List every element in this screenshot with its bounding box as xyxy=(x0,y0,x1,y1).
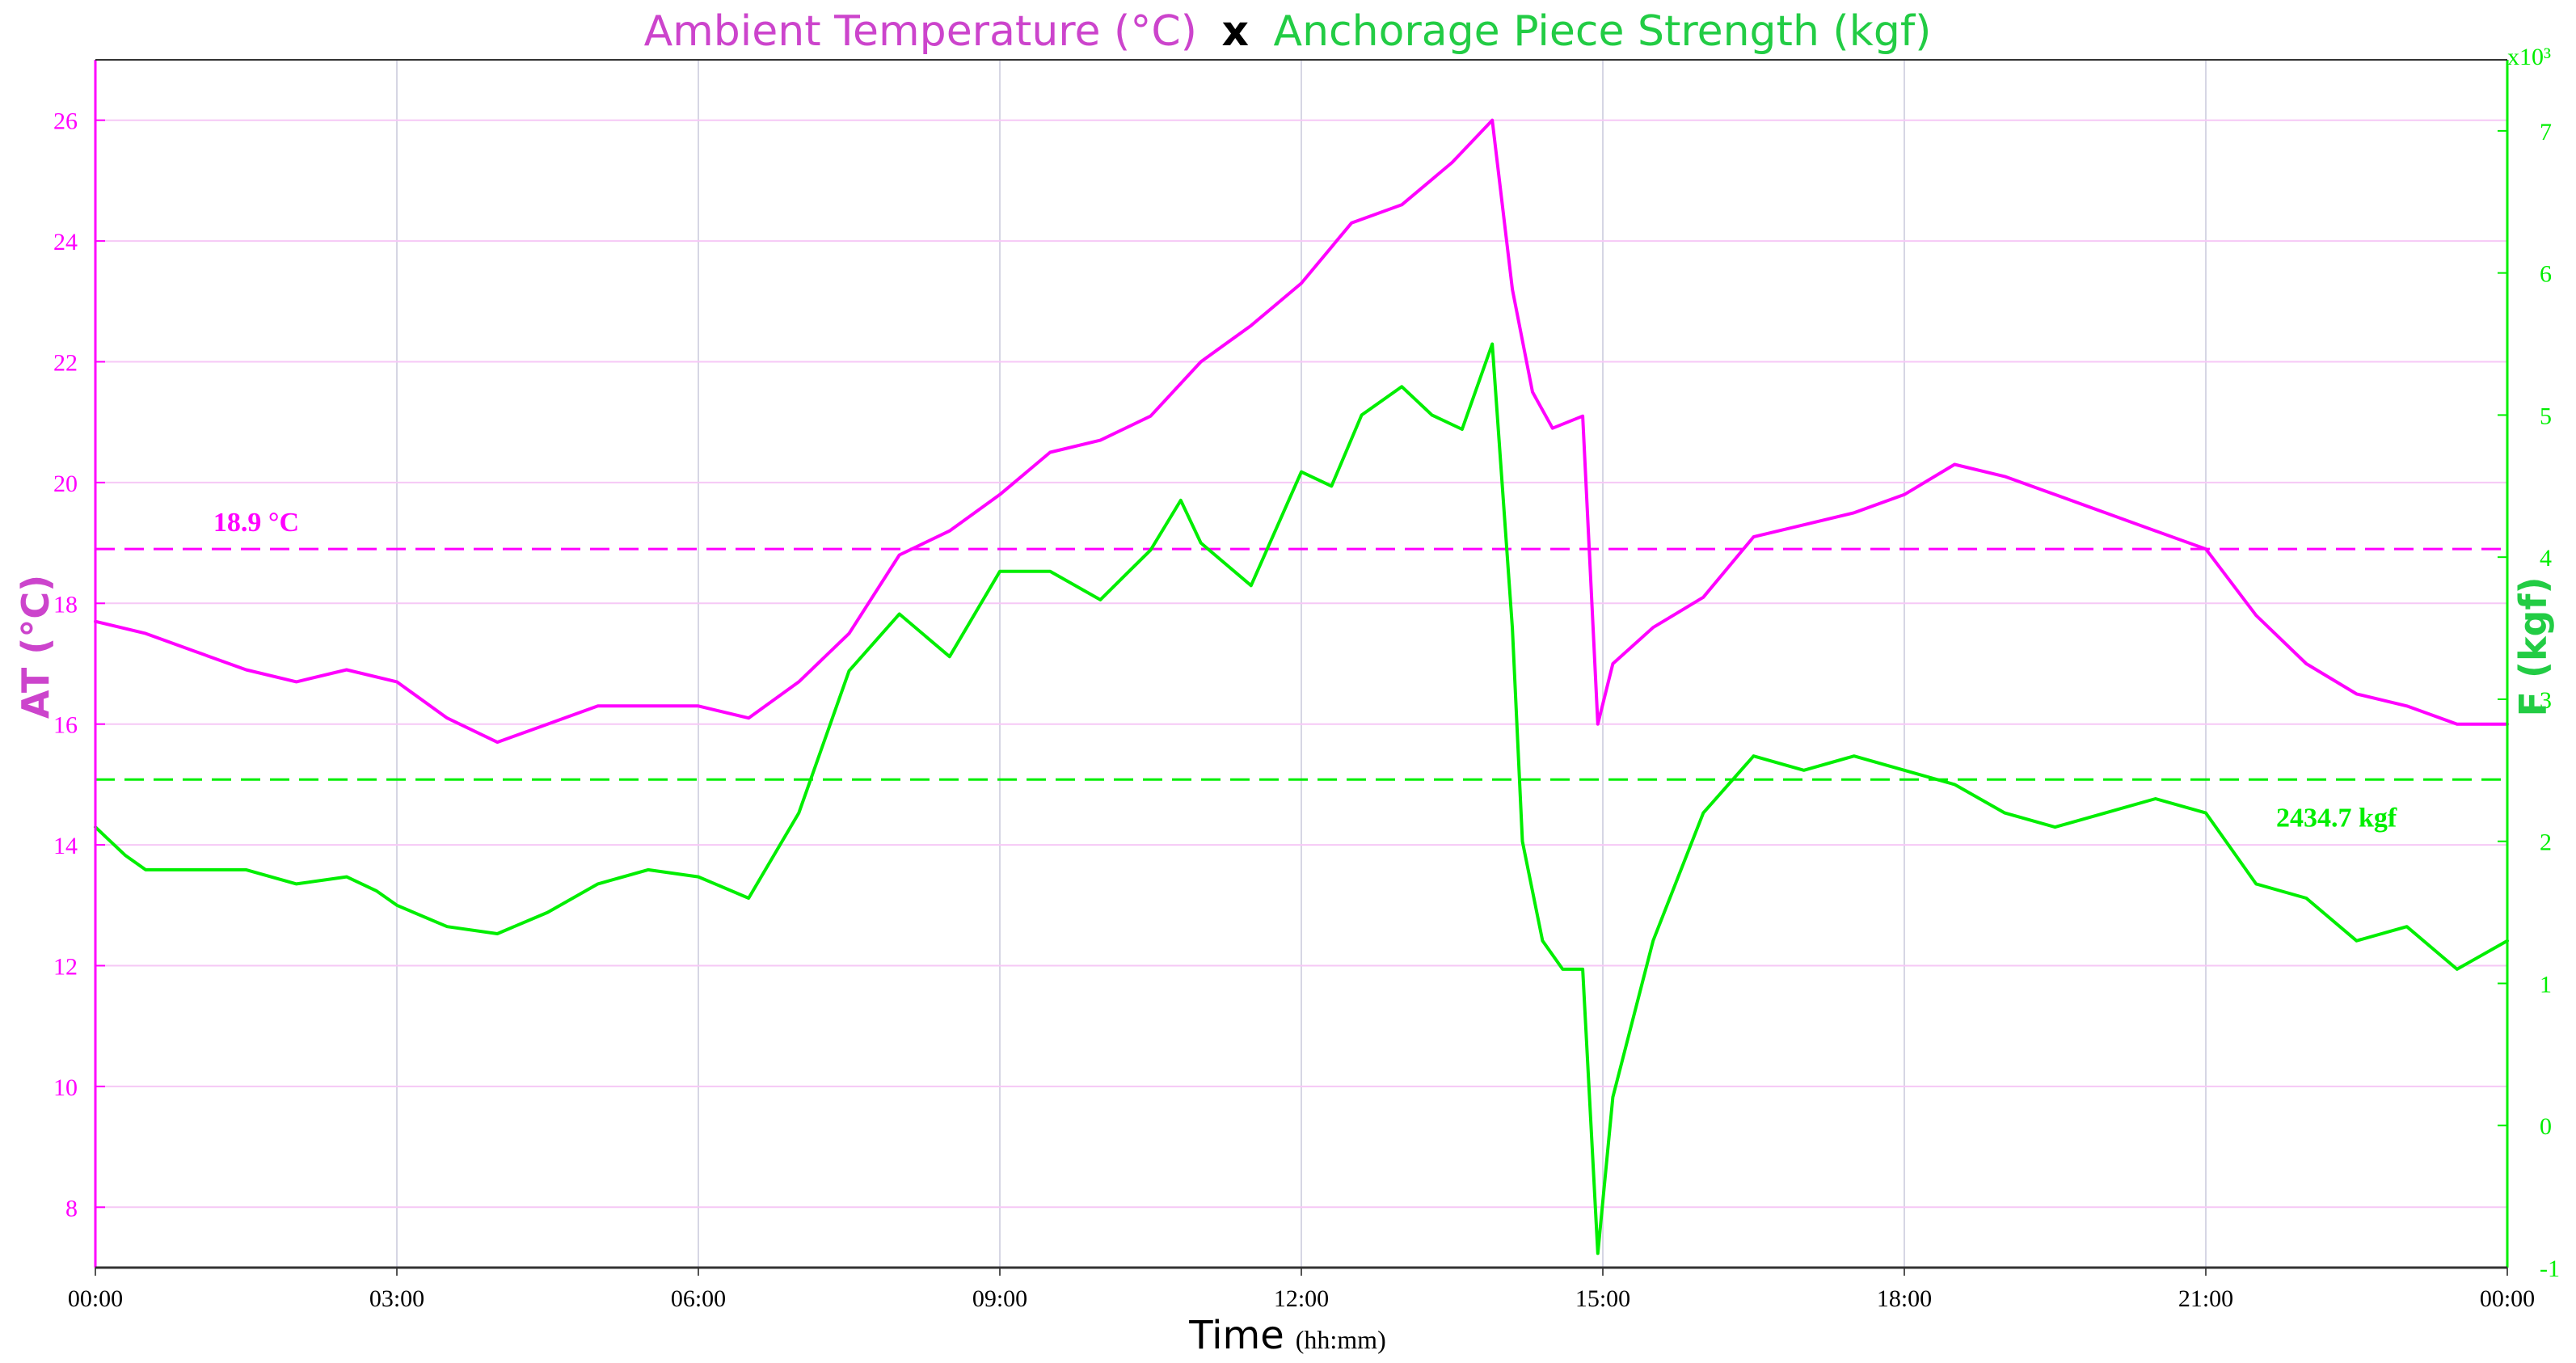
temperature-series-line xyxy=(94,118,2509,745)
y-right-tick-label: 6 xyxy=(2540,261,2552,288)
x-axis-label-unit: (hh:mm) xyxy=(1296,1325,1386,1354)
x-tick-label: 00:00 xyxy=(68,1285,123,1312)
y-left-tick-label: 10 xyxy=(53,1074,78,1101)
grid xyxy=(95,60,2507,1268)
y-right-tick-label: 5 xyxy=(2540,403,2552,429)
y-right-tick-label: 2 xyxy=(2540,829,2552,856)
axes xyxy=(94,59,2509,1276)
y-left-tick-label: 26 xyxy=(53,108,78,135)
x-tick-label: 15:00 xyxy=(1575,1285,1630,1312)
x-axis-label: Time (hh:mm) xyxy=(1188,1313,1385,1358)
y-left-tick-label: 16 xyxy=(53,712,78,739)
y-right-tick-label: 3 xyxy=(2540,687,2552,714)
strength-reference-label: 2434.7 kgf xyxy=(2276,803,2397,833)
y-right-tick-label: 1 xyxy=(2540,971,2552,998)
y-left-tick-label: 12 xyxy=(53,954,78,981)
chart-title-separator: x xyxy=(1221,7,1249,56)
x-tick-label: 09:00 xyxy=(972,1285,1027,1312)
x-tick-label: 18:00 xyxy=(1877,1285,1932,1312)
tick-labels: 00:00 03:00 06:00 09:00 12:00 15:00 18:00 21:00… xyxy=(53,108,2560,1312)
chart-title: Ambient Temperature (°C) x Anchorage Pie… xyxy=(644,7,1932,56)
x-tick-label: 00:00 xyxy=(2480,1285,2535,1312)
y-right-axis-label: F (kgf) xyxy=(2511,576,2555,716)
y-left-tick-label: 24 xyxy=(53,229,78,255)
y-right-multiplier: x10³ xyxy=(2507,44,2551,70)
y-right-tick-label: 4 xyxy=(2540,545,2552,572)
chart-title-temperature: Ambient Temperature (°C) xyxy=(644,7,1197,56)
x-tick-label: 06:00 xyxy=(671,1285,726,1312)
strength-series-line xyxy=(94,342,2509,1255)
y-left-tick-label: 8 xyxy=(65,1195,78,1222)
x-axis-label-main: Time xyxy=(1188,1313,1284,1358)
y-left-tick-label: 20 xyxy=(53,471,78,497)
x-tick-label: 03:00 xyxy=(369,1285,424,1312)
x-tick-label: 12:00 xyxy=(1274,1285,1329,1312)
y-right-tick-label: 0 xyxy=(2540,1113,2552,1140)
series-layer xyxy=(94,118,2509,1255)
y-left-tick-label: 18 xyxy=(53,591,78,618)
y-left-tick-label: 14 xyxy=(53,833,78,859)
y-right-tick-label: 7 xyxy=(2540,119,2552,146)
y-left-tick-label: 22 xyxy=(53,350,78,377)
y-left-axis-label: AT (°C) xyxy=(14,575,57,719)
x-tick-label: 21:00 xyxy=(2178,1285,2233,1312)
y-right-tick-label: -1 xyxy=(2540,1255,2560,1282)
temperature-reference-label: 18.9 °C xyxy=(213,508,299,538)
chart-title-strength: Anchorage Piece Strength (kgf) xyxy=(1274,7,1932,56)
reference-lines: 18.9 °C 2434.7 kgf xyxy=(95,508,2507,833)
